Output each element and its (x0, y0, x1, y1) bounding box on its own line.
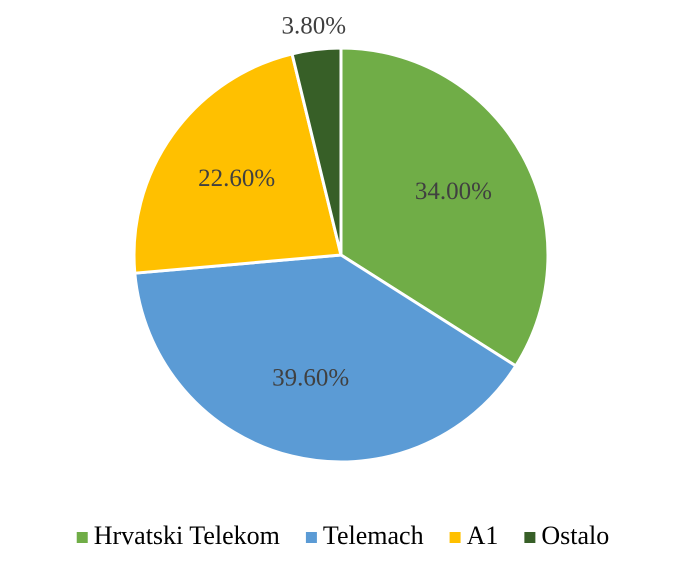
legend-swatch (76, 532, 88, 543)
legend-label: Telemach (323, 521, 424, 550)
legend-swatch (524, 532, 536, 543)
data-label: 34.00% (415, 178, 492, 205)
legend-swatch (305, 532, 317, 543)
data-label: 39.60% (272, 364, 349, 391)
legend-label: Ostalo (541, 521, 609, 550)
legend-label: Hrvatski Telekom (94, 521, 280, 550)
legend-label: A1 (467, 521, 499, 550)
pie-slice (133, 253, 518, 464)
pie-slice (132, 52, 343, 275)
legend-swatch (449, 532, 461, 543)
data-label: 22.60% (198, 165, 275, 192)
data-label: 3.80% (281, 12, 346, 39)
pie-slice (290, 46, 343, 256)
